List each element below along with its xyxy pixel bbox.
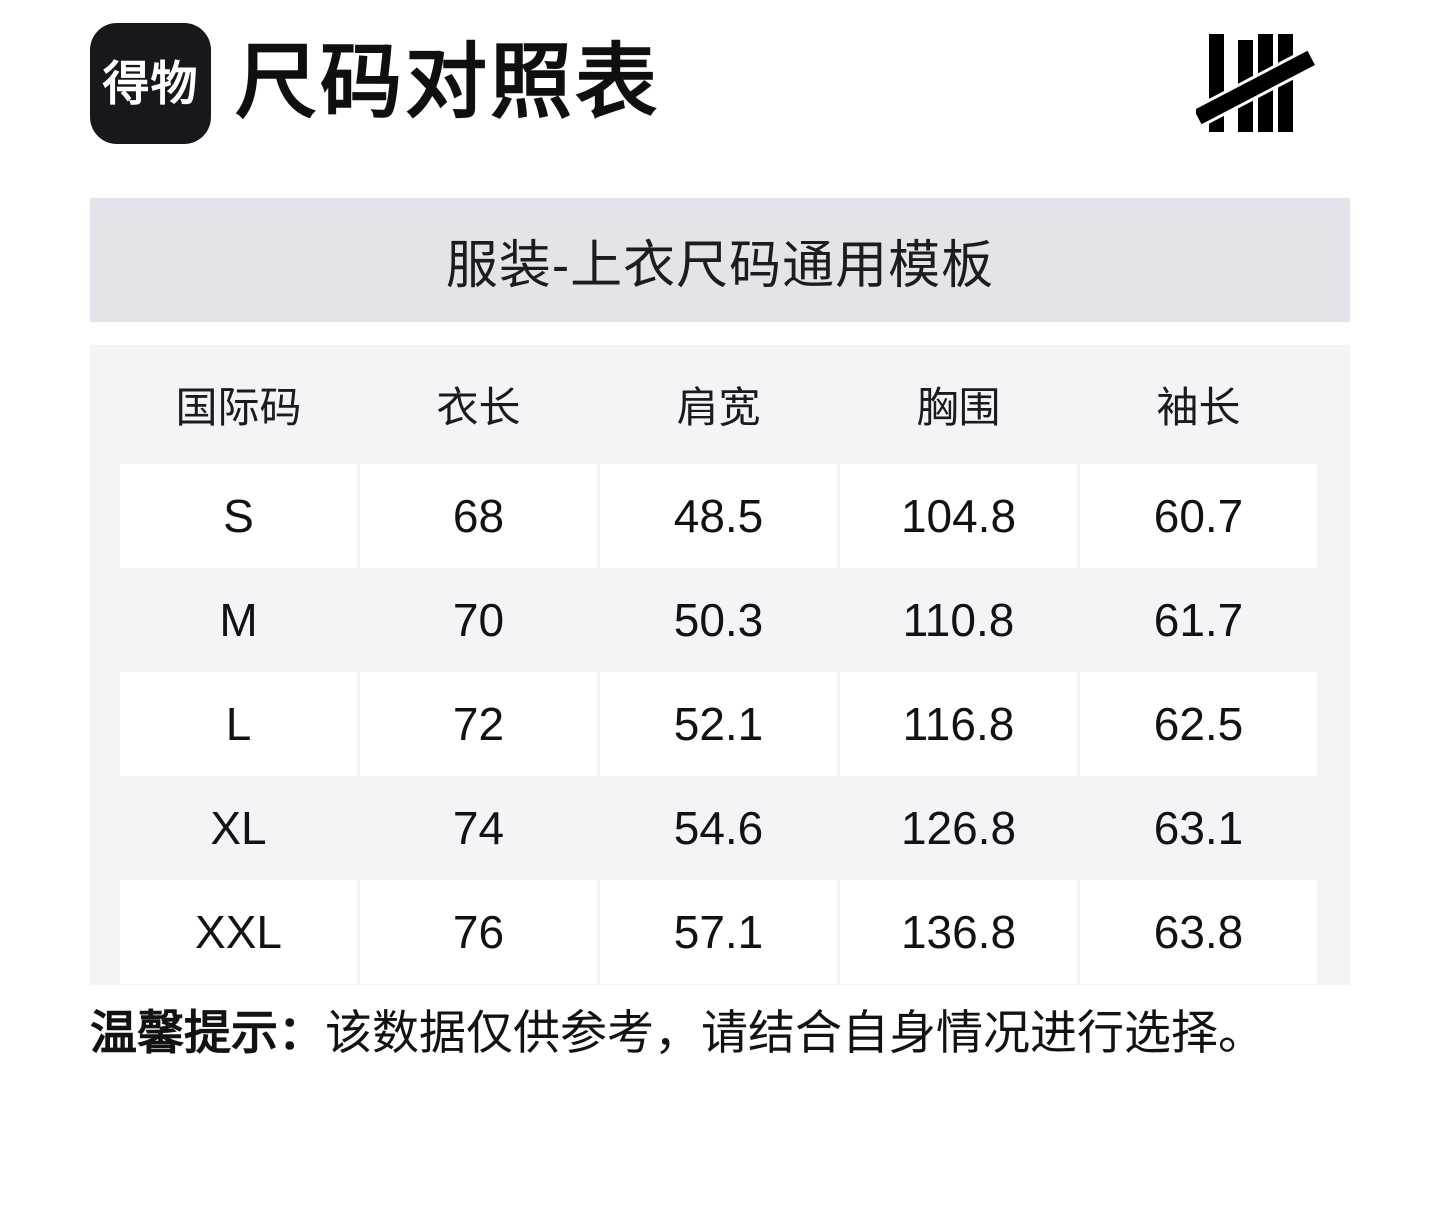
column-header: 肩宽 — [676, 384, 761, 431]
table-cell: 60.7 — [1080, 464, 1317, 568]
column-header: 国际码 — [175, 384, 302, 431]
column-header: 衣长 — [436, 384, 521, 431]
table-row: L 72 52.1 116.8 62.5 — [90, 672, 1350, 776]
table-cell: 116.8 — [840, 672, 1077, 776]
table-cell: 68 — [360, 464, 597, 568]
table-cell: 63.8 — [1080, 880, 1317, 984]
size-cell: XXL — [120, 880, 357, 984]
table-cell: 74 — [452, 802, 505, 854]
table-cell: 136.8 — [840, 880, 1077, 984]
table-cell: 50.3 — [673, 594, 764, 646]
table-header-row: 国际码 衣长 肩宽 胸围 袖长 — [90, 345, 1350, 464]
table-row: XXL 76 57.1 136.8 63.8 — [90, 880, 1350, 984]
table-cell: 104.8 — [840, 464, 1077, 568]
table-cell: 48.5 — [600, 464, 837, 568]
table-cell: 76 — [360, 880, 597, 984]
table-cell: 61.7 — [1153, 594, 1244, 646]
note-prefix: 温馨提示： — [90, 1006, 325, 1059]
size-table: 国际码 衣长 肩宽 胸围 袖长 S 68 48.5 104.8 60.7 M 70 50.3 110.8… — [90, 345, 1350, 985]
undefeated-five-strikes-icon — [1196, 34, 1319, 132]
table-cell: 72 — [360, 672, 597, 776]
column-header: 胸围 — [916, 384, 1001, 431]
table-cell: 52.1 — [600, 672, 837, 776]
table-body: S 68 48.5 104.8 60.7 M 70 50.3 110.8 61.7 L 72 52.1 1… — [90, 464, 1350, 984]
reminder-note: 温馨提示：该数据仅供参考，请结合自身情况进行选择。 — [90, 1000, 1265, 1066]
template-banner: 服装-上衣尺码通用模板 — [90, 198, 1350, 322]
table-row: S 68 48.5 104.8 60.7 — [90, 464, 1350, 568]
column-header: 袖长 — [1156, 384, 1241, 431]
size-cell: M — [219, 594, 258, 646]
table-cell: 62.5 — [1080, 672, 1317, 776]
banner-text: 服装-上衣尺码通用模板 — [445, 236, 995, 295]
table-cell: 57.1 — [600, 880, 837, 984]
table-cell: 54.6 — [673, 802, 764, 854]
size-cell: S — [120, 464, 357, 568]
table-cell: 126.8 — [900, 802, 1017, 854]
size-cell: L — [120, 672, 357, 776]
dewu-logo-text: 得物 — [102, 56, 199, 110]
dewu-logo: 得物 — [90, 22, 211, 144]
note-text: 该数据仅供参考，请结合自身情况进行选择。 — [325, 1006, 1265, 1059]
header: 得物 尺码对照表 — [90, 22, 1350, 144]
table-row: XL 74 54.6 126.8 63.1 — [90, 776, 1350, 880]
table-row: M 70 50.3 110.8 61.7 — [90, 568, 1350, 672]
table-cell: 70 — [452, 594, 505, 646]
table-cell: 63.1 — [1153, 802, 1244, 854]
size-cell: XL — [210, 802, 267, 854]
table-cell: 110.8 — [902, 594, 1015, 646]
page-title: 尺码对照表 — [235, 36, 661, 128]
